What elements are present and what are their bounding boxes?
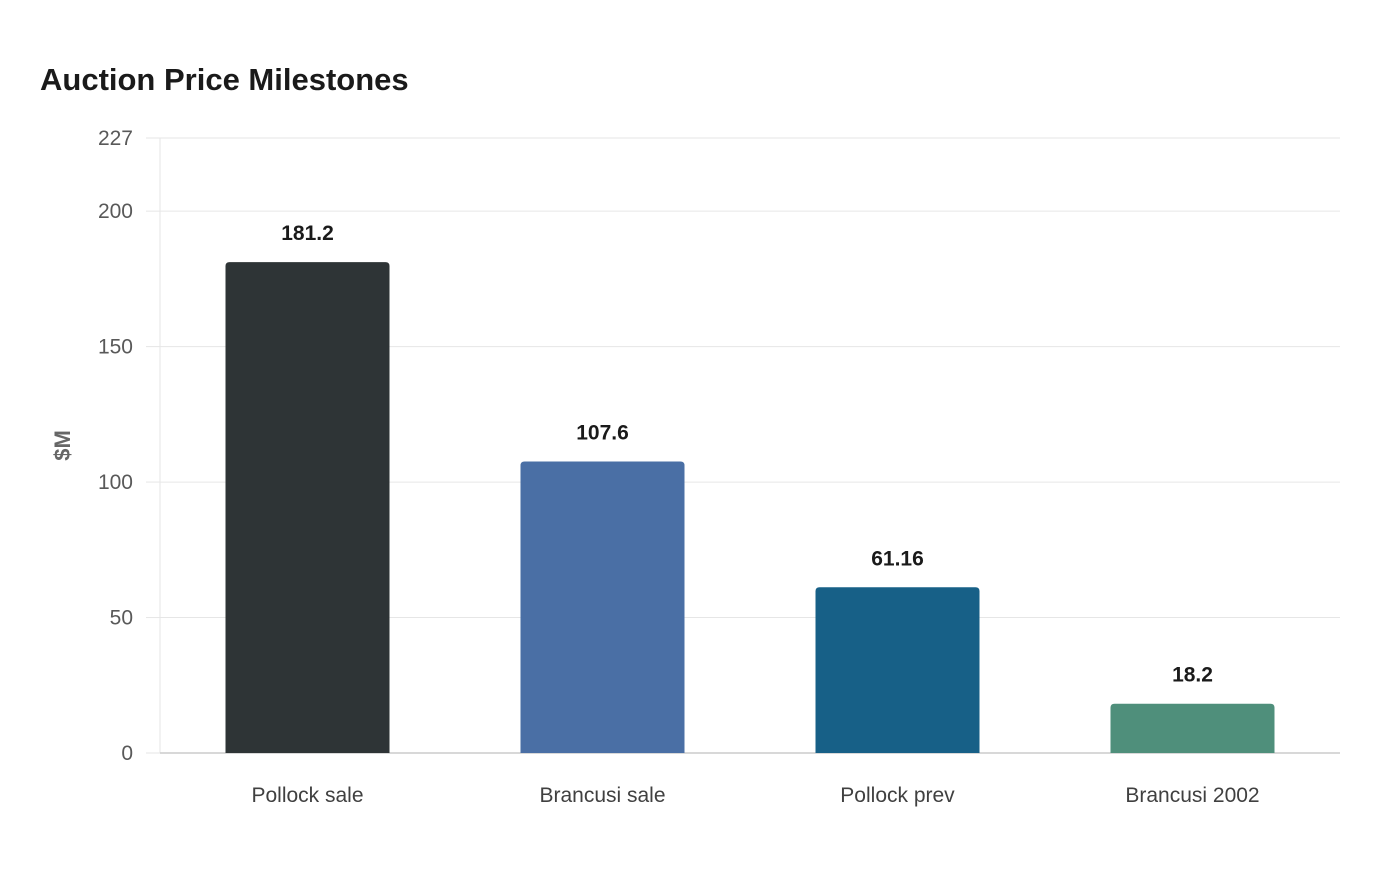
bar-2	[520, 461, 685, 753]
labels: 0 50 100 150 200 227 $M 181.2 Pollock sale 107.6 B…	[50, 127, 1260, 807]
y-tick-label: 100	[98, 471, 133, 494]
y-tick-label: 0	[121, 742, 133, 765]
y-axis-title: $M	[50, 430, 75, 461]
y-tick-label: 227	[98, 127, 133, 150]
bars	[225, 262, 1275, 753]
x-tick-label: Brancusi sale	[539, 784, 665, 807]
chart-title: Auction Price Milestones	[40, 62, 409, 97]
bar-4	[1110, 703, 1275, 753]
bar-3	[815, 587, 980, 753]
bar-value-label: 61.16	[871, 547, 924, 570]
y-tick-label: 50	[110, 607, 133, 630]
x-tick-label: Brancusi 2002	[1125, 784, 1259, 807]
x-tick-label: Pollock sale	[251, 784, 363, 807]
bar-value-label: 181.2	[281, 222, 334, 245]
bar-1	[225, 262, 390, 753]
bar-value-label: 18.2	[1172, 664, 1213, 687]
x-tick-label: Pollock prev	[840, 784, 955, 807]
bar-value-label: 107.6	[576, 421, 629, 444]
y-tick-label: 150	[98, 336, 133, 359]
y-tick-label: 200	[98, 200, 133, 223]
